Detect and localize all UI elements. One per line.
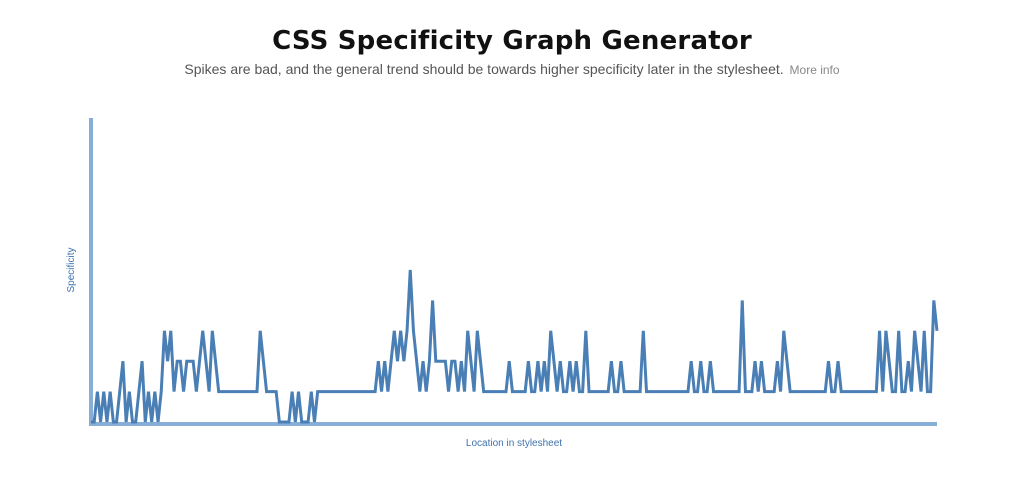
page-subtitle: Spikes are bad, and the general trend sh… [0, 60, 1024, 79]
page-title: CSS Specificity Graph Generator [272, 26, 752, 56]
x-axis-label: Location in stylesheet [466, 438, 562, 449]
subtitle-text: Spikes are bad, and the general trend sh… [184, 61, 784, 77]
series-line-specificity [91, 269, 939, 424]
more-info-link[interactable]: More info [789, 63, 840, 77]
y-axis-label: Specificity [66, 247, 77, 292]
page-header: CSS Specificity Graph Generator Spikes a… [0, 22, 1024, 79]
